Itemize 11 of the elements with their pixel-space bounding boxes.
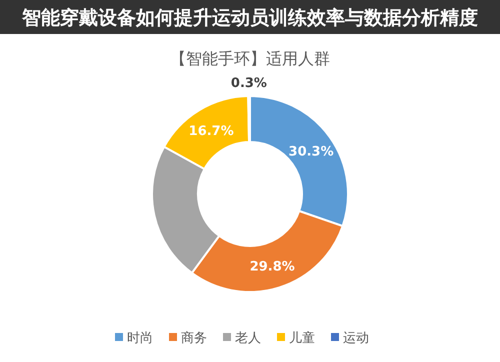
text: 智能穿戴设备如何提升运动员训练效率与数据分析精度 [21, 7, 478, 29]
chart-title: 【智能手环】适用人群 [170, 49, 330, 68]
legend-label: 时尚 [127, 331, 153, 346]
legend-label: 商务 [181, 331, 207, 346]
legend-label: 运动 [343, 331, 369, 346]
legend-label: 老人 [235, 331, 261, 346]
legend-label: 儿童 [289, 330, 315, 346]
data-label: 30.3% [288, 144, 334, 160]
data-label: 0.3% [230, 76, 267, 92]
data-label: 29.8% [250, 260, 295, 275]
data-label: 16.7% [188, 124, 234, 139]
